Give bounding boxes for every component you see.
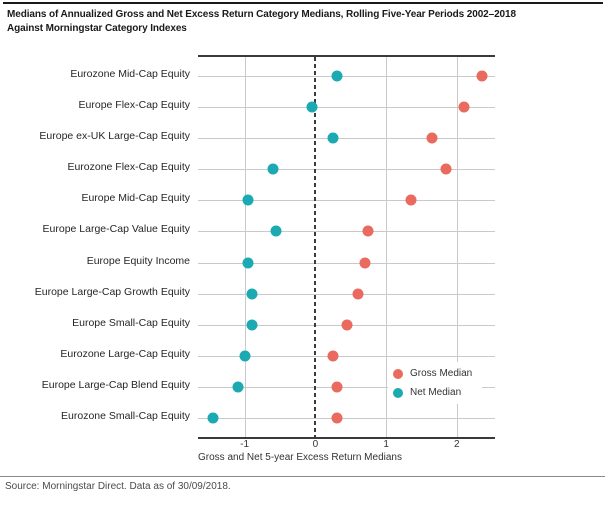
category-label: Europe Large-Cap Blend Equity: [41, 378, 190, 391]
gridline-horizontal: [198, 169, 495, 171]
gross-median-point: [359, 257, 371, 269]
gridline-vertical: [244, 57, 246, 437]
gross-median-point: [327, 350, 339, 362]
net-median-point: [270, 225, 282, 237]
plot-area: [198, 55, 495, 439]
net-median-point: [267, 163, 279, 175]
x-axis-label: Gross and Net 5-year Excess Return Media…: [198, 452, 402, 463]
net-median-point: [246, 288, 258, 300]
source-divider: [0, 476, 605, 477]
net-median-point: [306, 101, 318, 113]
gridline-vertical: [456, 57, 458, 437]
net-median-point: [242, 194, 254, 206]
net-median-point: [207, 412, 219, 424]
source-note: Source: Morningstar Direct. Data as of 3…: [5, 481, 231, 492]
gross-median-point: [405, 194, 417, 206]
legend-label-gross: Gross Median: [410, 368, 473, 379]
gridline-horizontal: [198, 107, 495, 109]
gross-median-point: [331, 412, 343, 424]
net-median-point: [239, 350, 251, 362]
gross-median-point: [352, 288, 364, 300]
gross-median-point: [476, 70, 488, 82]
category-label: Eurozone Mid-Cap Equity: [70, 68, 190, 80]
chart-title: Medians of Annualized Gross and Net Exce…: [7, 8, 599, 36]
category-label: Eurozone Flex-Cap Equity: [67, 161, 190, 174]
net-median-point: [232, 381, 244, 393]
category-label: Europe Flex-Cap Equity: [78, 99, 190, 112]
category-label: Europe Small-Cap Equity: [72, 316, 190, 329]
gridline-horizontal: [198, 76, 495, 77]
gridline-horizontal: [198, 262, 495, 264]
chart-title-line-2: Against Morningstar Category Indexes: [7, 23, 187, 34]
gross-median-point: [440, 163, 452, 175]
gridline-horizontal: [198, 418, 495, 419]
legend-label-net: Net Median: [410, 387, 462, 398]
x-tick-label: 2: [454, 439, 460, 450]
gross-median-point: [458, 101, 470, 113]
gross-median-dot-icon: [393, 368, 403, 379]
legend: Gross Median Net Median: [388, 362, 483, 404]
net-median-point: [246, 319, 258, 331]
net-median-point: [327, 132, 339, 144]
legend-item-net: Net Median: [393, 383, 472, 402]
gross-median-point: [341, 319, 353, 331]
x-tick-label: -1: [240, 439, 250, 450]
legend-item-gross: Gross Median: [393, 364, 472, 383]
gross-median-point: [426, 132, 438, 144]
chart-title-line-1: Medians of Annualized Gross and Net Exce…: [7, 9, 516, 20]
gridline-horizontal: [198, 293, 495, 295]
zero-reference-line: [314, 57, 317, 437]
gridline-horizontal: [198, 355, 495, 357]
net-median-dot-icon: [393, 387, 403, 398]
top-rule: [3, 2, 603, 4]
gridline-vertical: [386, 57, 388, 437]
category-label: Europe Large-Cap Growth Equity: [34, 285, 190, 298]
net-median-point: [242, 257, 254, 269]
category-label: Europe Equity Income: [86, 254, 190, 267]
gridline-horizontal: [198, 200, 495, 202]
category-label: Europe Mid-Cap Equity: [81, 192, 190, 205]
category-label: Eurozone Large-Cap Equity: [60, 347, 190, 360]
gridline-horizontal: [198, 138, 495, 140]
gross-median-point: [331, 381, 343, 393]
x-tick-label: 0: [312, 439, 319, 450]
net-median-point: [331, 70, 343, 82]
category-label: Europe ex-UK Large-Cap Equity: [39, 130, 190, 143]
gridline-horizontal: [198, 386, 495, 388]
gross-median-point: [362, 225, 374, 237]
gridline-horizontal: [198, 231, 495, 233]
category-label: Europe Large-Cap Value Equity: [42, 223, 190, 236]
x-tick-label: 1: [383, 439, 389, 450]
category-label: Eurozone Small-Cap Equity: [61, 410, 190, 422]
